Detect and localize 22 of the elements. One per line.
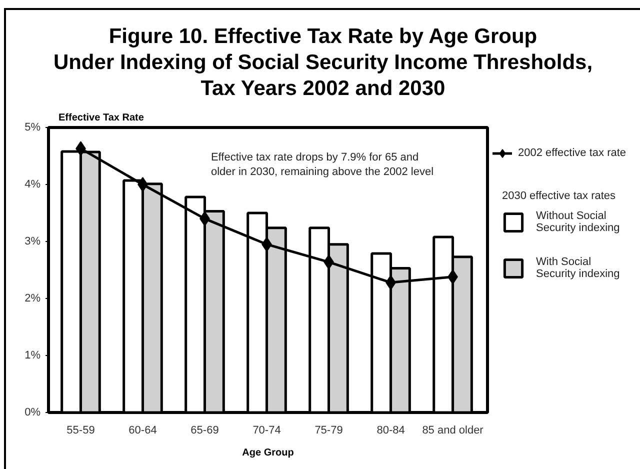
y-tick-label: 3%: [24, 236, 41, 248]
y-tick-label: 0%: [24, 406, 41, 418]
legend-label: 2002 effective tax rate: [518, 147, 626, 159]
x-axis-title: Age Group: [242, 448, 294, 458]
x-tick-label: 80-84: [376, 424, 405, 436]
legend-label: Without Social Security indexing: [536, 210, 620, 234]
x-tick-label: 70-74: [252, 424, 281, 436]
x-tick-label: 60-64: [128, 424, 157, 436]
y-tick-label: 4%: [24, 178, 41, 190]
y-tick-label: 2%: [24, 292, 41, 304]
x-tick-label: 75-79: [314, 424, 343, 436]
chart-title: Figure 10. Effective Tax Rate by Age Group Under Indexing of Social Security Income Thresholds, Tax Years 2002 and 2030: [53, 24, 593, 102]
x-tick-label: 85 and older: [422, 424, 484, 436]
y-tick-label: 5%: [24, 122, 41, 134]
y-tick-label: 1%: [24, 350, 41, 362]
legend-label: With Social Security indexing: [536, 256, 620, 280]
x-tick-label: 55-59: [66, 424, 95, 436]
legend-title: 2030 effective tax rates: [502, 190, 617, 202]
x-tick-label: 65-69: [190, 424, 219, 436]
y-axis-title: Effective Tax Rate: [58, 112, 144, 124]
annotation: Effective tax rate drops by 7.9% for 65 and older in 2030, remaining above the 2002 level: [210, 152, 434, 178]
point: [138, 177, 148, 192]
